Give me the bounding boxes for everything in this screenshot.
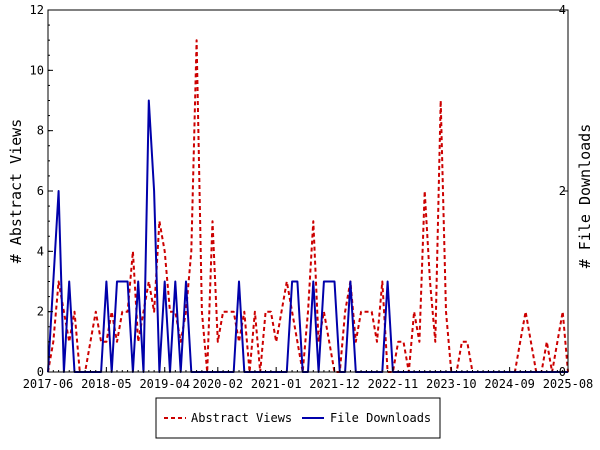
x-tick-label: 2020-02 [193, 377, 244, 391]
x-tick-label: 2017-06 [23, 377, 74, 391]
right-y-axis: 0 2 4 [559, 3, 568, 379]
x-tick-label: 2025-08 [543, 377, 594, 391]
x-tick-label: 2022-11 [368, 377, 419, 391]
y-left-tick-label: 0 [37, 365, 44, 379]
x-tick-label: 2024-09 [484, 377, 535, 391]
legend-label-abstract-views: Abstract Views [191, 411, 292, 425]
x-tick-label: 2023-10 [426, 377, 477, 391]
y-right-tick-label: 2 [559, 184, 566, 198]
legend-box [155, 397, 441, 439]
x-tick-label: 2021-12 [309, 377, 360, 391]
x-tick-label: 2018-05 [81, 377, 132, 391]
legend-label-file-downloads: File Downloads [330, 411, 431, 425]
x-tick-label: 2019-04 [139, 377, 190, 391]
y-left-tick-label: 10 [30, 63, 44, 77]
y-left-tick-label: 6 [37, 184, 44, 198]
y-left-tick-label: 12 [30, 3, 44, 17]
x-tick-label: 2021-01 [251, 377, 302, 391]
right-axis-title: # File Downloads [576, 124, 594, 269]
y-left-tick-label: 4 [37, 244, 44, 258]
y-left-tick-label: 8 [37, 124, 44, 138]
left-y-axis: 0 2 4 6 8 10 12 [30, 3, 53, 379]
y-right-tick-label: 4 [559, 3, 566, 17]
y-left-tick-label: 2 [37, 305, 44, 319]
x-axis: 2017-06 2018-05 2019-04 2020-02 2021-01 2021-… [23, 367, 594, 391]
legend: Abstract Views File Downloads [155, 397, 441, 439]
left-axis-title: # Abstract Views [7, 119, 25, 264]
y-right-tick-label: 0 [559, 365, 566, 379]
